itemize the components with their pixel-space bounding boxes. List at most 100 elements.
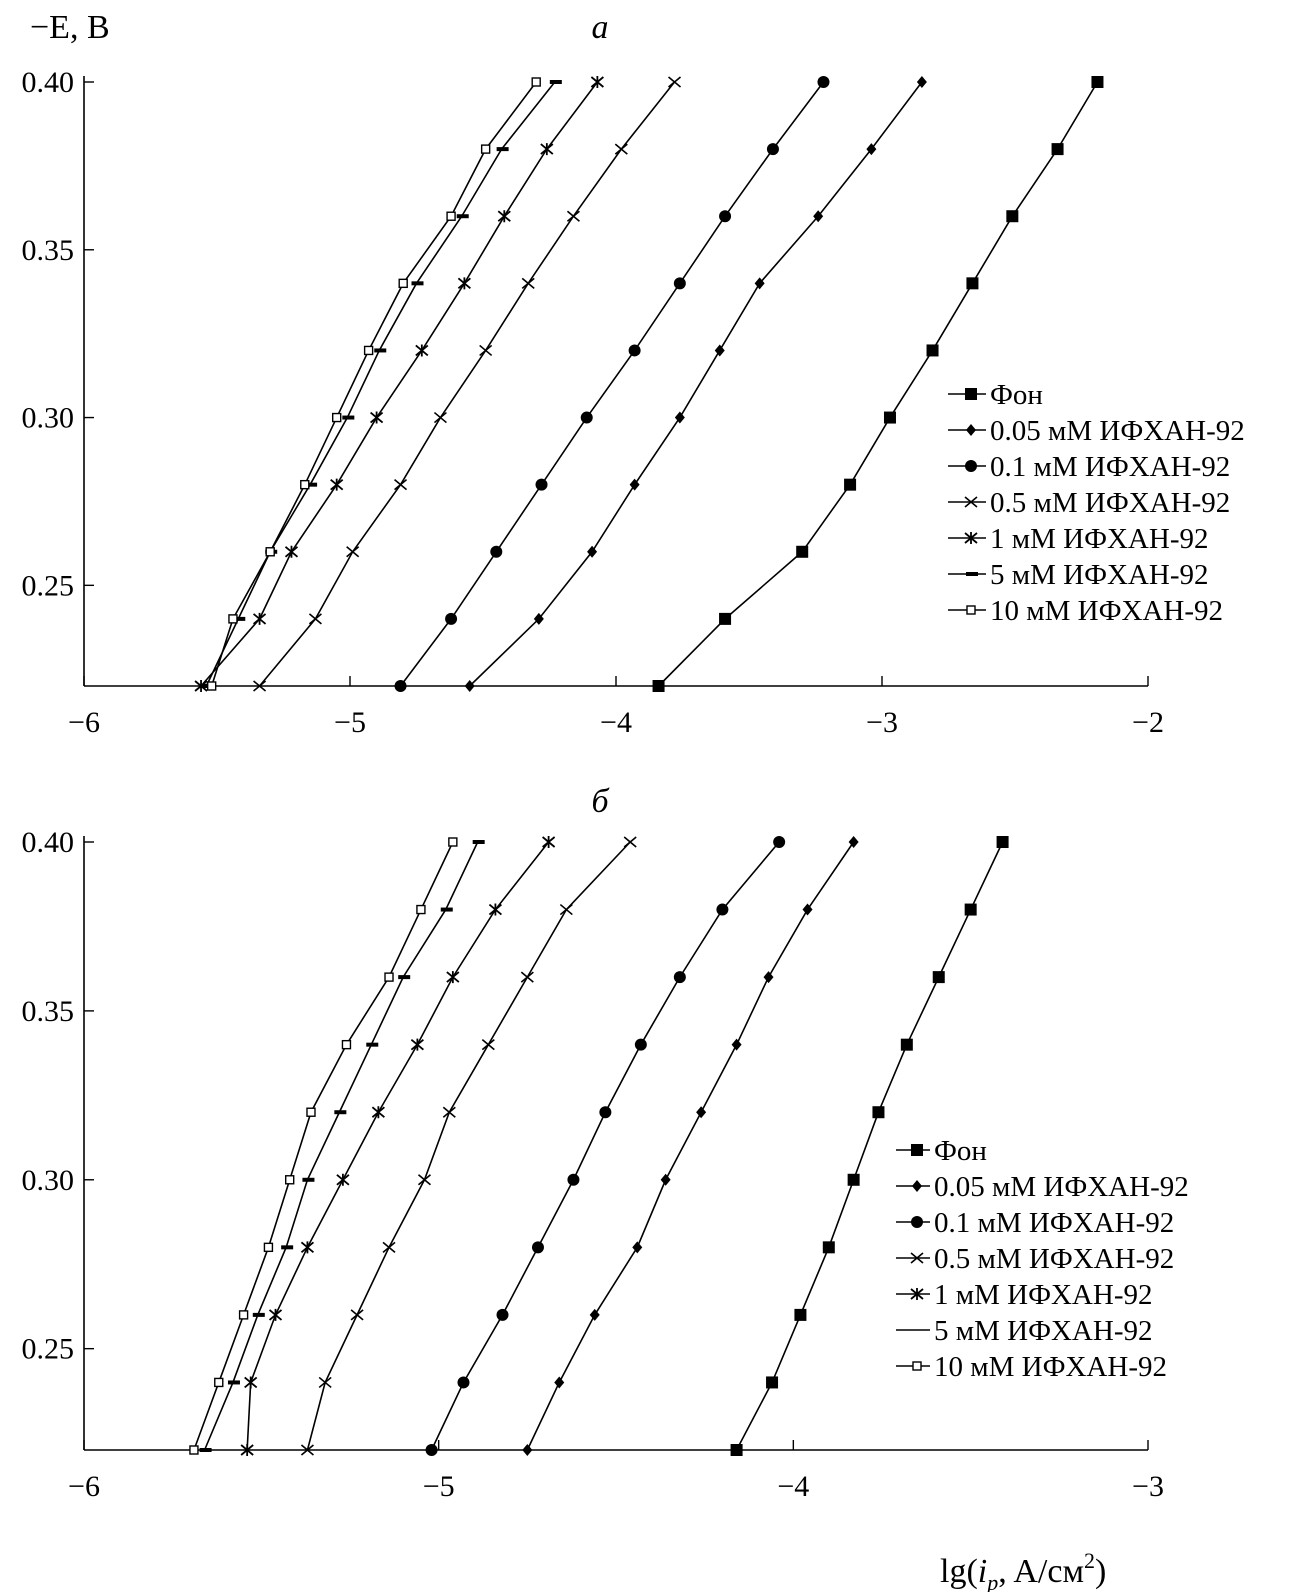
data-point [366, 1042, 379, 1047]
data-point [336, 1173, 350, 1186]
x-tick-label: −5 [334, 706, 366, 739]
data-point [416, 904, 426, 915]
series-square [730, 836, 1009, 1456]
panel-title: а [592, 9, 609, 46]
data-point [199, 1448, 212, 1452]
data-point [719, 612, 732, 625]
data-point [802, 903, 813, 916]
y-tick-label: 0.30 [22, 402, 75, 435]
data-point [696, 1106, 707, 1119]
series-line [399, 81, 825, 687]
data-point [900, 1038, 913, 1051]
data-point [384, 972, 394, 982]
data-point [766, 143, 779, 156]
series-line [246, 841, 550, 1451]
data-point [371, 1106, 385, 1119]
legend-label: 5 мМ ИФХАН-92 [990, 559, 1208, 591]
data-point [731, 1038, 742, 1051]
data-point [847, 1173, 860, 1186]
legend-label: 1 мМ ИФХАН-92 [934, 1279, 1152, 1311]
data-point [446, 971, 460, 984]
data-point [228, 614, 238, 624]
data-point [464, 680, 475, 692]
data-point [932, 971, 945, 984]
legend-marker [912, 1180, 922, 1192]
data-point [233, 616, 246, 621]
data-point [284, 545, 299, 558]
series-diamond [464, 76, 927, 692]
data-point [480, 144, 491, 154]
data-point [300, 1444, 314, 1456]
data-point [719, 210, 732, 223]
data-point [926, 344, 939, 357]
data-point [496, 1308, 509, 1321]
data-point [848, 836, 859, 848]
series-dash [199, 840, 485, 1452]
data-point [252, 612, 267, 625]
data-point [306, 1107, 316, 1117]
legend-marker [912, 1361, 922, 1371]
y-tick-label: 0.30 [22, 1164, 75, 1197]
data-point [614, 143, 628, 155]
series-line [210, 81, 537, 687]
data-point [714, 344, 725, 357]
data-point [844, 478, 857, 491]
y-tick-label: 0.35 [22, 234, 75, 267]
data-point [497, 210, 511, 223]
data-point [308, 613, 322, 625]
y-tick-label: 0.40 [22, 826, 75, 859]
data-point [446, 211, 456, 221]
legend-label: 10 мМ ИФХАН-92 [990, 595, 1223, 627]
legend-marker [910, 1252, 924, 1264]
data-point [488, 903, 502, 916]
data-point [265, 547, 275, 557]
data-point [334, 1110, 347, 1115]
series-x [300, 836, 637, 1456]
legend-marker [966, 424, 976, 436]
data-point [866, 143, 877, 156]
data-point [883, 411, 896, 424]
data-point [350, 1309, 364, 1321]
x-tick-label: −4 [777, 1470, 809, 1503]
legend: Фон 0.05 мМ ИФХАН-92 0.1 мМ ИФХАН-92 0.5 мМ… [948, 379, 1245, 627]
data-point [206, 681, 217, 691]
y-tick-label: 0.35 [22, 995, 75, 1028]
series-star [240, 836, 556, 1456]
legend-label: 0.5 мМ ИФХАН-92 [934, 1243, 1174, 1275]
x-tick-label: −2 [1132, 706, 1164, 739]
data-point [411, 281, 424, 286]
series-star [194, 76, 604, 692]
data-point [445, 612, 458, 625]
data-point [394, 680, 407, 692]
data-point [754, 277, 765, 290]
data-point [318, 1376, 332, 1389]
data-point [673, 277, 686, 290]
data-point [457, 1376, 470, 1389]
series-circle [394, 76, 830, 692]
legend-label: 10 мМ ИФХАН-92 [934, 1351, 1167, 1383]
data-point [589, 1308, 600, 1321]
data-point [346, 546, 360, 558]
y-tick-label: 0.25 [22, 569, 75, 602]
data-point [490, 545, 503, 558]
data-point [668, 76, 682, 88]
series-square [652, 76, 1104, 692]
legend-label: Фон [990, 379, 1043, 411]
legend-marker [966, 605, 976, 615]
data-point [580, 411, 593, 424]
data-point [382, 1241, 396, 1253]
data-point [566, 210, 580, 222]
series-line [306, 841, 631, 1451]
y-axis-label: −E, В [30, 9, 110, 46]
panel-b: б −6 −5 −4 −3 0.40 0.35 0.30 0.25 Фон 0.05 мМ ИФХА… [22, 783, 1189, 1503]
series-line [258, 81, 676, 687]
data-point [394, 479, 408, 491]
data-point [590, 76, 604, 88]
legend-marker [964, 496, 978, 508]
series-line [193, 841, 454, 1451]
x-tick-label: −6 [68, 706, 100, 739]
data-point [822, 1241, 835, 1254]
legend-marker [965, 388, 977, 400]
data-point [479, 344, 493, 357]
